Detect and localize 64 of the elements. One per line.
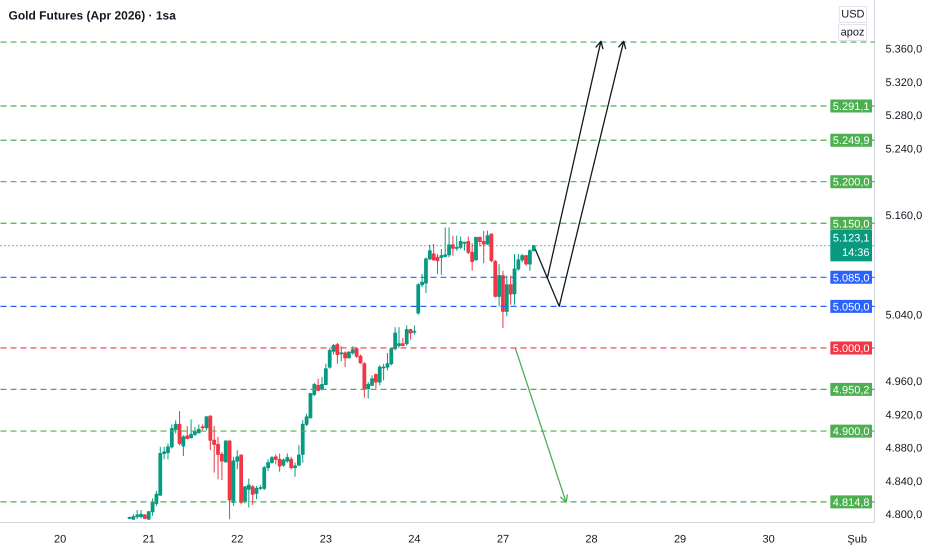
ref-line-label: 5.050,0 xyxy=(832,301,870,314)
y-tick-label: 4.960,0 xyxy=(886,376,922,388)
candlestick xyxy=(182,434,186,457)
candlestick xyxy=(189,418,193,440)
ref-line-label: 5.000,0 xyxy=(832,342,870,355)
x-tick-label: 21 xyxy=(142,534,155,546)
candlestick xyxy=(254,485,258,500)
y-tick-label: 5.280,0 xyxy=(886,110,922,122)
annotation: USD xyxy=(841,8,865,20)
candlestick xyxy=(178,410,182,446)
x-tick-label: 22 xyxy=(231,534,244,546)
ref-line-label: 5.085,0 xyxy=(832,272,870,284)
text: Gold Futures (Apr 2026) · 1sa xyxy=(8,8,176,22)
candlestick xyxy=(378,364,382,386)
x-tick-label: 30 xyxy=(762,534,775,546)
candlestick xyxy=(204,416,208,431)
x-tick-label: 27 xyxy=(496,534,510,546)
candlestick xyxy=(343,350,347,368)
y-tick-label: 5.040,0 xyxy=(886,310,922,322)
x-tick-label: Şub xyxy=(847,534,867,546)
candlestick xyxy=(366,382,370,400)
ref-line-label: 5.150,0 xyxy=(832,218,870,230)
y-tick-label: 5.320,0 xyxy=(886,76,922,89)
candlestick xyxy=(285,453,290,464)
candlestick xyxy=(316,378,320,392)
candlestick xyxy=(404,325,409,346)
ref-line-label: 4.900,0 xyxy=(832,426,870,438)
y-tick-label: 4.920,0 xyxy=(886,409,922,422)
candlestick xyxy=(135,510,140,520)
candlestick xyxy=(482,230,486,264)
annotation: apoz xyxy=(840,26,865,38)
x-tick-label: 29 xyxy=(674,534,686,546)
ref-line-label: 4.814,8 xyxy=(832,496,870,509)
candlestick xyxy=(278,453,282,472)
candlestick xyxy=(250,484,255,506)
y-tick-label: 5.360,0 xyxy=(886,44,922,56)
candlestick xyxy=(246,478,251,508)
candlestick xyxy=(374,373,378,390)
candlestick xyxy=(451,235,455,256)
candlestick xyxy=(528,248,532,272)
ref-line-label: 5.123,1 14:36 xyxy=(832,232,870,259)
ref-line-label: 5.249,9 xyxy=(832,135,870,148)
x-tick-label: 28 xyxy=(585,534,598,546)
candlestick xyxy=(497,263,501,307)
candlestick xyxy=(289,456,294,470)
x-tick-label: 20 xyxy=(54,534,66,546)
candlestick xyxy=(185,426,190,440)
x-tick-label: 24 xyxy=(408,534,421,546)
candlestick xyxy=(224,440,228,464)
ref-line-label: 5.200,0 xyxy=(832,176,870,189)
candlestick xyxy=(412,325,416,336)
ref-line-label: 4.950,2 xyxy=(832,384,870,396)
y-tick-label: 5.160,0 xyxy=(886,210,922,222)
candlestick xyxy=(397,326,401,348)
candlestick xyxy=(508,275,513,306)
y-tick-label: 5.240,0 xyxy=(886,143,922,156)
candlestick xyxy=(339,346,344,362)
ref-line-label: 5.291,1 xyxy=(832,100,870,113)
y-tick-label: 4.840,0 xyxy=(886,476,922,488)
x-tick-label: 23 xyxy=(320,534,332,546)
candlestick xyxy=(196,424,201,434)
candlestick xyxy=(436,254,440,274)
y-tick-label: 4.800,0 xyxy=(886,509,922,522)
y-tick-label: 4.880,0 xyxy=(886,442,922,455)
